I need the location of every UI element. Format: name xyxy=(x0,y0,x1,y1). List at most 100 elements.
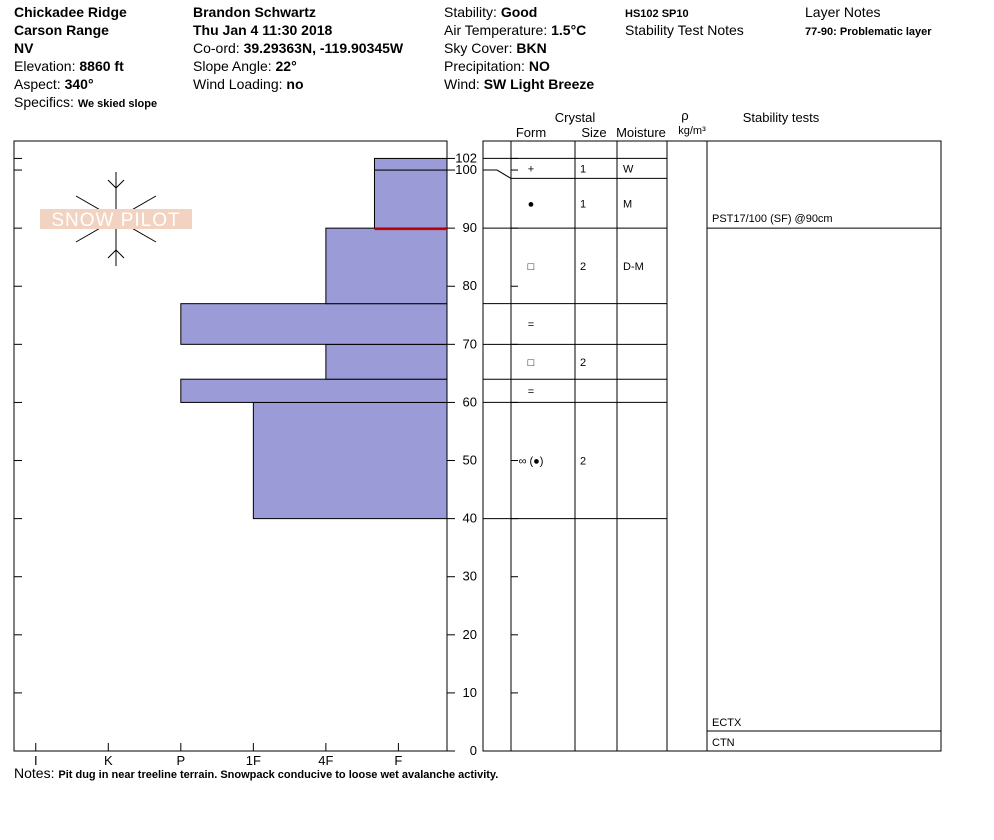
y-tick-label: 90 xyxy=(463,220,477,235)
label: Elevation: xyxy=(14,58,75,74)
label: Co-ord: xyxy=(193,40,240,56)
value: Pit dug in near treeline terrain. Snowpa… xyxy=(58,769,498,781)
moisture: D-M xyxy=(623,261,644,273)
header-rho: ρ xyxy=(681,108,688,123)
y-tick-label: 50 xyxy=(463,453,477,468)
value: 39.29363N, -119.90345W xyxy=(244,40,404,56)
y-tick-label: 40 xyxy=(463,511,477,526)
crystal-size: 1 xyxy=(580,198,586,210)
bar xyxy=(252,401,448,520)
stability-test: CTN xyxy=(712,737,735,749)
label: Air Temperature: xyxy=(444,22,547,38)
crystal-size: 2 xyxy=(580,456,586,468)
crystal-form: ∞ (●) xyxy=(519,456,544,468)
label: Wind Loading: xyxy=(193,76,283,92)
hs: HS102 SP10 xyxy=(625,8,689,20)
x-tick-label: P xyxy=(176,753,185,768)
header-stability-tests: Stability tests xyxy=(743,110,820,125)
specifics: Specifics: We skied slope xyxy=(14,94,157,110)
stability-test-notes: Stability Test Notes xyxy=(625,22,744,38)
logo-text: SNOW PILOT xyxy=(51,210,180,231)
x-tick-label: 1F xyxy=(246,753,261,768)
notes: Notes: Pit dug in near treeline terrain.… xyxy=(14,765,498,781)
crystal-form: □ xyxy=(528,261,535,273)
aspect: Aspect: 340° xyxy=(14,76,94,92)
crystal-size: 2 xyxy=(580,357,586,369)
bar xyxy=(373,157,448,171)
y-tick-label: 30 xyxy=(463,569,477,584)
stability: Stability: Good xyxy=(444,4,537,20)
value: SW Light Breeze xyxy=(484,76,595,92)
stability-test: PST17/100 (SF) @90cm xyxy=(712,213,833,225)
crystal-form: □ xyxy=(528,357,535,369)
label: Stability: xyxy=(444,4,497,20)
wind: Wind: SW Light Breeze xyxy=(444,76,594,92)
bar xyxy=(325,343,448,380)
elevation: Elevation: 8860 ft xyxy=(14,58,124,74)
layer-boundary xyxy=(483,169,667,179)
label: Precipitation: xyxy=(444,58,525,74)
crystal-form: + xyxy=(528,163,534,175)
table-frame xyxy=(482,140,942,752)
value: 22° xyxy=(276,58,297,74)
air-temperature: Air Temperature: 1.5°C xyxy=(444,22,586,38)
label: Slope Angle: xyxy=(193,58,272,74)
value: Good xyxy=(501,4,538,20)
crystal-size: 2 xyxy=(580,261,586,273)
label: Aspect: xyxy=(14,76,61,92)
bar xyxy=(325,227,448,305)
layer-notes-title: Layer Notes xyxy=(805,4,880,20)
header-size: Size xyxy=(581,125,606,140)
label: Notes: xyxy=(14,765,54,781)
value: NO xyxy=(529,58,550,74)
layer-note: 77-90: Problematic layer xyxy=(805,26,932,38)
y-tick-label: 60 xyxy=(463,394,477,409)
y-tick-label: 10 xyxy=(463,685,477,700)
observer: Brandon Schwartz xyxy=(193,4,316,20)
logo: SNOW PILOT xyxy=(40,172,192,266)
date: Thu Jan 4 11:30 2018 xyxy=(193,22,333,38)
site: Chickadee Ridge xyxy=(14,4,127,20)
y-tick-label: 70 xyxy=(463,336,477,351)
y-tick-label: 102 xyxy=(455,150,477,165)
crystal-size: 1 xyxy=(580,163,586,175)
wind-loading: Wind Loading: no xyxy=(193,76,304,92)
crystal-form: ● xyxy=(528,198,535,210)
state: NV xyxy=(14,40,34,56)
bar xyxy=(373,169,448,229)
x-tick-label: K xyxy=(104,753,113,768)
bar xyxy=(180,378,448,403)
sky-cover: Sky Cover: BKN xyxy=(444,40,547,56)
label: Sky Cover: xyxy=(444,40,512,56)
y-tick-label: 20 xyxy=(463,627,477,642)
slope-angle: Slope Angle: 22° xyxy=(193,58,297,74)
header-density-unit: kg/m³ xyxy=(678,125,706,137)
header-crystal: Crystal xyxy=(555,110,596,125)
stability-test: ECTX xyxy=(712,717,742,729)
coord: Co-ord: 39.29363N, -119.90345W xyxy=(193,40,404,56)
y-tick-label: 0 xyxy=(470,743,477,758)
value: 340° xyxy=(65,76,94,92)
header-form: Form xyxy=(516,125,546,140)
header-moisture: Moisture xyxy=(616,125,666,140)
y-tick-label: 80 xyxy=(463,278,477,293)
label: Specifics: xyxy=(14,94,74,110)
label: Wind: xyxy=(444,76,480,92)
y-tick-label: 100 xyxy=(455,162,477,177)
x-tick-label: 4F xyxy=(318,753,333,768)
moisture: M xyxy=(623,198,632,210)
range: Carson Range xyxy=(14,22,109,38)
precipitation: Precipitation: NO xyxy=(444,58,550,74)
bar xyxy=(180,303,448,345)
value: no xyxy=(286,76,303,92)
crystal-form: = xyxy=(528,319,534,331)
crystal-form: = xyxy=(528,386,534,398)
value: We skied slope xyxy=(78,98,157,110)
value: 8860 ft xyxy=(79,58,124,74)
value: 1.5°C xyxy=(551,22,586,38)
x-tick-label: F xyxy=(394,753,402,768)
x-tick-label: I xyxy=(34,753,38,768)
moisture: W xyxy=(623,163,634,175)
